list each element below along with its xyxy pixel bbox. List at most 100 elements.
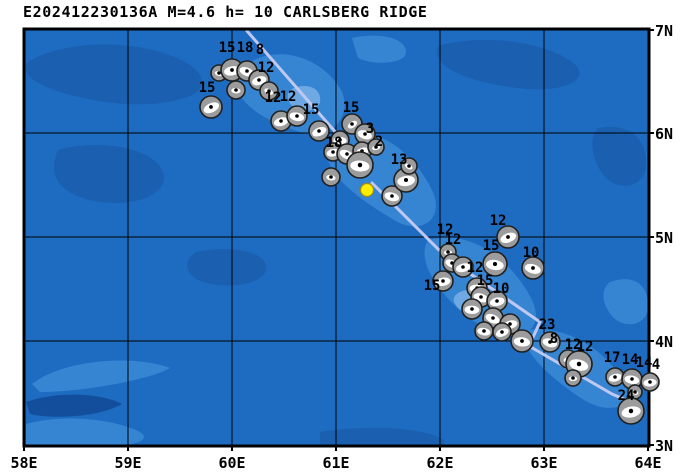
- x-axis-label: 63E: [530, 454, 557, 472]
- focal-mechanism-ball: [354, 123, 376, 145]
- beachball-center-dot: [209, 105, 213, 109]
- beachball-center-dot: [548, 340, 552, 344]
- bathymetry-patch: [25, 44, 202, 105]
- beachball-center-dot: [461, 265, 465, 269]
- focal-mechanism-ball: [381, 185, 403, 207]
- x-axis-label: 62E: [426, 454, 453, 472]
- beachball-center-dot: [500, 330, 504, 334]
- x-axis-label: 64E: [634, 454, 661, 472]
- focal-mechanism-ball: [496, 225, 520, 249]
- beachball-center-dot: [317, 129, 321, 133]
- beachball-center-dot: [390, 194, 394, 198]
- focal-mechanisms: [199, 58, 660, 425]
- bathymetry-patch: [320, 427, 444, 445]
- y-axis-label: 5N: [655, 229, 673, 247]
- focal-mechanism-ball: [270, 110, 292, 132]
- focal-mechanism-ball: [346, 151, 374, 179]
- depth-label: 12: [565, 337, 582, 353]
- beachball-center-dot: [217, 71, 221, 75]
- depth-label: 3: [366, 121, 374, 137]
- beachball-center-dot: [329, 175, 333, 179]
- focal-mechanism-ball: [605, 367, 625, 387]
- beachball-center-dot: [374, 145, 378, 149]
- y-axis-label: 6N: [655, 125, 673, 143]
- y-axis-label: 7N: [655, 22, 673, 40]
- focal-mechanism-ball: [640, 372, 660, 392]
- bathymetry-patch: [592, 126, 647, 186]
- y-axis-label: 4N: [655, 333, 673, 351]
- depth-label: 12: [258, 60, 275, 76]
- bathymetry-patch: [26, 394, 122, 417]
- beachball-center-dot: [279, 119, 283, 123]
- depth-label: 8: [256, 42, 264, 58]
- x-axis-label: 58E: [10, 454, 37, 472]
- focal-mechanism-ball: [461, 298, 483, 320]
- bathymetry-patch: [26, 418, 144, 445]
- depth-label: 12: [467, 260, 484, 276]
- beachball-center-dot: [576, 361, 582, 367]
- depth-label: 8: [550, 331, 558, 347]
- focal-mechanism-ball: [452, 256, 474, 278]
- focal-mechanism-ball: [539, 331, 561, 353]
- focal-mechanism-ball: [492, 322, 512, 342]
- ridge-axis-line: [610, 392, 628, 402]
- beachball-center-dot: [234, 88, 238, 92]
- focal-mechanism-ball: [474, 321, 494, 341]
- focal-mechanism-ball: [510, 329, 534, 353]
- beachball-center-dot: [345, 152, 349, 156]
- beachball-center-dot: [628, 408, 634, 414]
- focal-mechanism-ball: [617, 397, 645, 425]
- beachball-center-dot: [648, 380, 652, 384]
- x-axis-label: 60E: [218, 454, 245, 472]
- depth-label: 10: [493, 281, 510, 297]
- depth-label: 23: [539, 317, 556, 333]
- focal-mechanism-ball: [259, 81, 279, 101]
- focal-mechanism-ball: [199, 95, 223, 119]
- focal-mechanism-ball: [432, 270, 454, 292]
- depth-label: 15: [483, 238, 500, 254]
- depth-label: 12: [490, 213, 507, 229]
- beachball-center-dot: [331, 150, 335, 154]
- focal-mechanism-ball: [286, 105, 308, 127]
- focal-mechanism-ball: [321, 167, 341, 187]
- focal-mechanism-ball: [400, 157, 418, 175]
- depth-label: 4: [652, 357, 660, 373]
- bathymetry-patch: [53, 144, 164, 203]
- beachball-center-dot: [482, 329, 486, 333]
- beachball-center-dot: [506, 235, 510, 239]
- focal-mechanism-ball: [627, 384, 643, 400]
- beachball-center-dot: [363, 132, 367, 136]
- beachball-center-dot: [446, 250, 450, 254]
- beachball-center-dot: [407, 164, 411, 168]
- beachball-center-dot: [508, 322, 512, 326]
- beachball-center-dot: [479, 295, 483, 299]
- depth-label: 15: [424, 278, 441, 294]
- beachball-center-dot: [350, 122, 354, 126]
- depth-label: 15: [199, 80, 216, 96]
- bathymetry-patch: [187, 249, 267, 286]
- beachball-center-dot: [495, 299, 499, 303]
- beachball-center-dot: [257, 78, 261, 82]
- depth-label: 12: [437, 222, 454, 238]
- depth-label: 15: [477, 273, 494, 289]
- beachball-center-dot: [492, 261, 498, 267]
- depth-label: 12: [265, 90, 282, 106]
- axes: 58E 59E 60E 61E 62E 63E 64E 7N 6N 5N 4N 3N: [10, 22, 673, 472]
- beachball-center-dot: [571, 376, 575, 380]
- beachball-center-dot: [267, 89, 271, 93]
- depth-label: 10: [523, 245, 540, 261]
- depth-label: 12: [577, 339, 594, 355]
- beachball-center-dot: [520, 339, 524, 343]
- depth-label: 15: [343, 100, 360, 116]
- focal-mechanism-ball: [367, 138, 385, 156]
- depth-label: 18: [237, 40, 254, 56]
- beachball-center-dot: [491, 316, 495, 320]
- x-axis-label: 61E: [322, 454, 349, 472]
- beachball-center-dot: [470, 307, 474, 311]
- beachball-center-dot: [630, 377, 634, 381]
- depth-label: 12: [445, 232, 462, 248]
- depth-label: 14: [622, 352, 639, 368]
